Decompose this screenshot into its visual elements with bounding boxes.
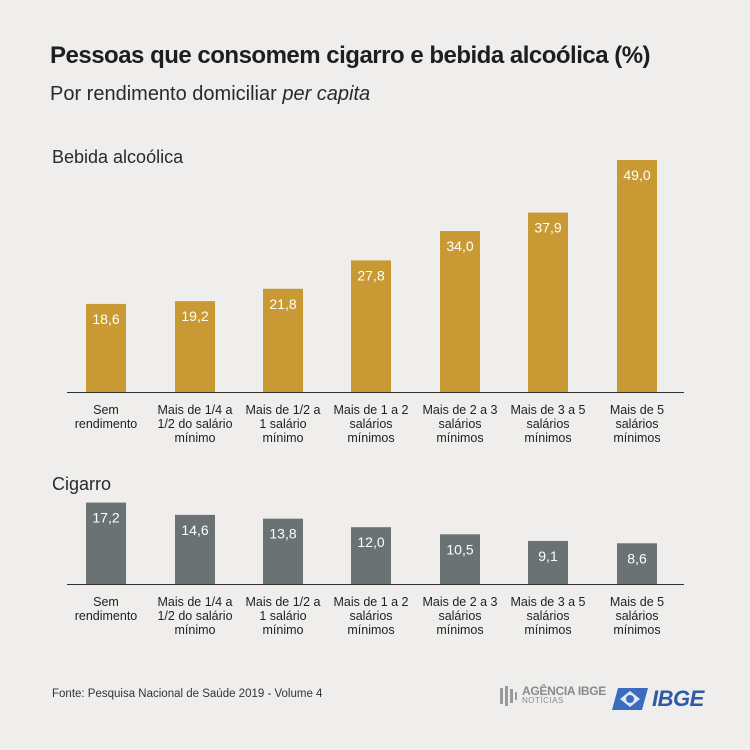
subtitle-italic: per capita — [282, 83, 371, 105]
agencia-ibge-icon — [500, 686, 517, 706]
alcohol-category-line: mínimos — [347, 431, 394, 445]
cigarette-category-line: salários — [526, 609, 569, 623]
alcohol-value-label: 19,2 — [181, 308, 208, 324]
alcohol-bar — [351, 260, 391, 392]
cigarette-category-line: Mais de 3 a 5 — [510, 595, 585, 609]
cigarette-bar — [175, 514, 215, 584]
alcohol-category-line: salários — [615, 417, 658, 431]
alcohol-value-label: 27,8 — [357, 267, 384, 283]
cigarette-category-line: Mais de 2 a 3 — [422, 595, 497, 609]
cigarette-category-label: Mais de 3 a 5 salários mínimos — [510, 595, 585, 637]
agencia-wordmark: AGÊNCIA IBGE — [522, 684, 606, 698]
cigarette-category-line: Sem — [93, 595, 119, 609]
cigarette-category-label: Mais de 1 a 2 salários mínimos — [333, 595, 408, 637]
alcohol-category-line: 1/2 do salário — [157, 417, 232, 431]
cigarette-bar — [440, 534, 480, 584]
chart-title: Pessoas que consomem cigarro e bebida al… — [50, 42, 651, 69]
alcohol-category-line: rendimento — [75, 417, 138, 431]
cigarette-category-line: Mais de 1/2 a — [245, 595, 320, 609]
alcohol-bar — [175, 301, 215, 392]
alcohol-category-line: 1 salário — [259, 417, 306, 431]
alcohol-category-line: Sem — [93, 403, 119, 417]
alcohol-value-label: 34,0 — [446, 238, 473, 254]
alcohol-category-label: Mais de 2 a 3 salários mínimos — [422, 403, 497, 445]
cigarette-bar — [86, 502, 126, 584]
cigarette-category-line: 1 salário — [259, 609, 306, 623]
alcohol-bar — [86, 303, 126, 392]
alcohol-category-label: Mais de 1/4 a 1/2 do salário mínimo — [157, 403, 232, 445]
cigarette-category-label: Mais de 2 a 3 salários mínimos — [422, 595, 497, 637]
ibge-flag-icon — [612, 688, 648, 710]
cigarette-category-line: 1/2 do salário — [157, 609, 232, 623]
cigarette-category-line: mínimos — [347, 623, 394, 637]
alcohol-bar-chart: 18,6 Sem rendimento 19,2 Mais de 1/4 a 1/2 do… — [67, 160, 684, 445]
cigarette-category-line: Mais de 1/4 a — [157, 595, 232, 609]
ibge-logo: IBGE — [612, 686, 704, 712]
alcohol-category-line: Mais de 1 a 2 — [333, 403, 408, 417]
alcohol-bar — [617, 160, 657, 392]
alcohol-category-line: Mais de 2 a 3 — [422, 403, 497, 417]
cigarette-value-label: 10,5 — [446, 541, 473, 557]
alcohol-bar — [528, 212, 568, 392]
cigarette-category-label: Mais de 5 salários mínimos — [610, 595, 664, 637]
alcohol-bar — [440, 231, 480, 392]
alcohol-category-line: mínimos — [613, 431, 660, 445]
cigarette-category-line: Mais de 5 — [610, 595, 664, 609]
alcohol-category-line: salários — [526, 417, 569, 431]
cigarette-value-label: 8,6 — [627, 550, 647, 566]
cigarette-category-line: salários — [615, 609, 658, 623]
cigarette-category-line: salários — [349, 609, 392, 623]
chart-subtitle: Por rendimento domiciliar per capita — [50, 83, 370, 106]
cigarette-bar — [263, 518, 303, 584]
alcohol-category-line: Mais de 1/2 a — [245, 403, 320, 417]
cigarette-category-line: mínimos — [613, 623, 660, 637]
cigarette-category-line: rendimento — [75, 609, 138, 623]
alcohol-value-label: 37,9 — [534, 220, 561, 236]
alcohol-category-line: salários — [349, 417, 392, 431]
alcohol-bar — [263, 288, 303, 392]
alcohol-category-label: Mais de 5 salários mínimos — [610, 403, 664, 445]
cigarette-value-label: 17,2 — [92, 510, 119, 526]
cigarette-category-line: salários — [438, 609, 481, 623]
cigarette-category-line: mínimos — [436, 623, 483, 637]
alcohol-category-line: Mais de 1/4 a — [157, 403, 232, 417]
alcohol-category-label: Sem rendimento — [75, 403, 138, 431]
cigarette-bar — [528, 540, 568, 584]
agencia-ibge-logo: AGÊNCIA IBGE NOTÍCIAS — [498, 685, 606, 707]
cigarette-category-line: mínimos — [524, 623, 571, 637]
cigarette-category-line: mínimo — [263, 623, 304, 637]
cigarette-value-label: 12,0 — [357, 534, 384, 550]
alcohol-category-line: salários — [438, 417, 481, 431]
cigarette-bar — [351, 527, 391, 584]
cigarette-section-title: Cigarro — [52, 474, 112, 494]
alcohol-value-label: 21,8 — [269, 296, 296, 312]
cigarette-bar-chart: 17,2 Sem rendimento 14,6 Mais de 1/4 a 1/2 do… — [67, 502, 684, 637]
alcohol-section-title: Bebida alcoólica — [52, 147, 184, 167]
cigarette-value-label: 9,1 — [538, 548, 558, 564]
agencia-subwordmark: NOTÍCIAS — [522, 696, 564, 705]
source-note: Fonte: Pesquisa Nacional de Saúde 2019 -… — [52, 688, 323, 700]
cigarette-bar — [617, 543, 657, 584]
alcohol-category-line: mínimos — [524, 431, 571, 445]
cigarette-category-line: Mais de 1 a 2 — [333, 595, 408, 609]
cigarette-category-label: Mais de 1/4 a 1/2 do salário mínimo — [157, 595, 232, 637]
alcohol-value-label: 18,6 — [92, 311, 119, 327]
alcohol-category-line: Mais de 3 a 5 — [510, 403, 585, 417]
alcohol-category-line: Mais de 5 — [610, 403, 664, 417]
cigarette-value-label: 13,8 — [269, 526, 296, 542]
ibge-wordmark: IBGE — [652, 686, 704, 711]
alcohol-value-label: 49,0 — [623, 167, 650, 183]
alcohol-category-line: mínimos — [436, 431, 483, 445]
alcohol-category-label: Mais de 3 a 5 salários mínimos — [510, 403, 585, 445]
alcohol-category-line: mínimo — [263, 431, 304, 445]
subtitle-text: Por rendimento domiciliar — [50, 83, 283, 105]
alcohol-category-label: Mais de 1 a 2 salários mínimos — [333, 403, 408, 445]
alcohol-category-line: mínimo — [175, 431, 216, 445]
cigarette-value-label: 14,6 — [181, 522, 208, 538]
cigarette-category-label: Sem rendimento — [75, 595, 138, 623]
cigarette-category-line: mínimo — [175, 623, 216, 637]
